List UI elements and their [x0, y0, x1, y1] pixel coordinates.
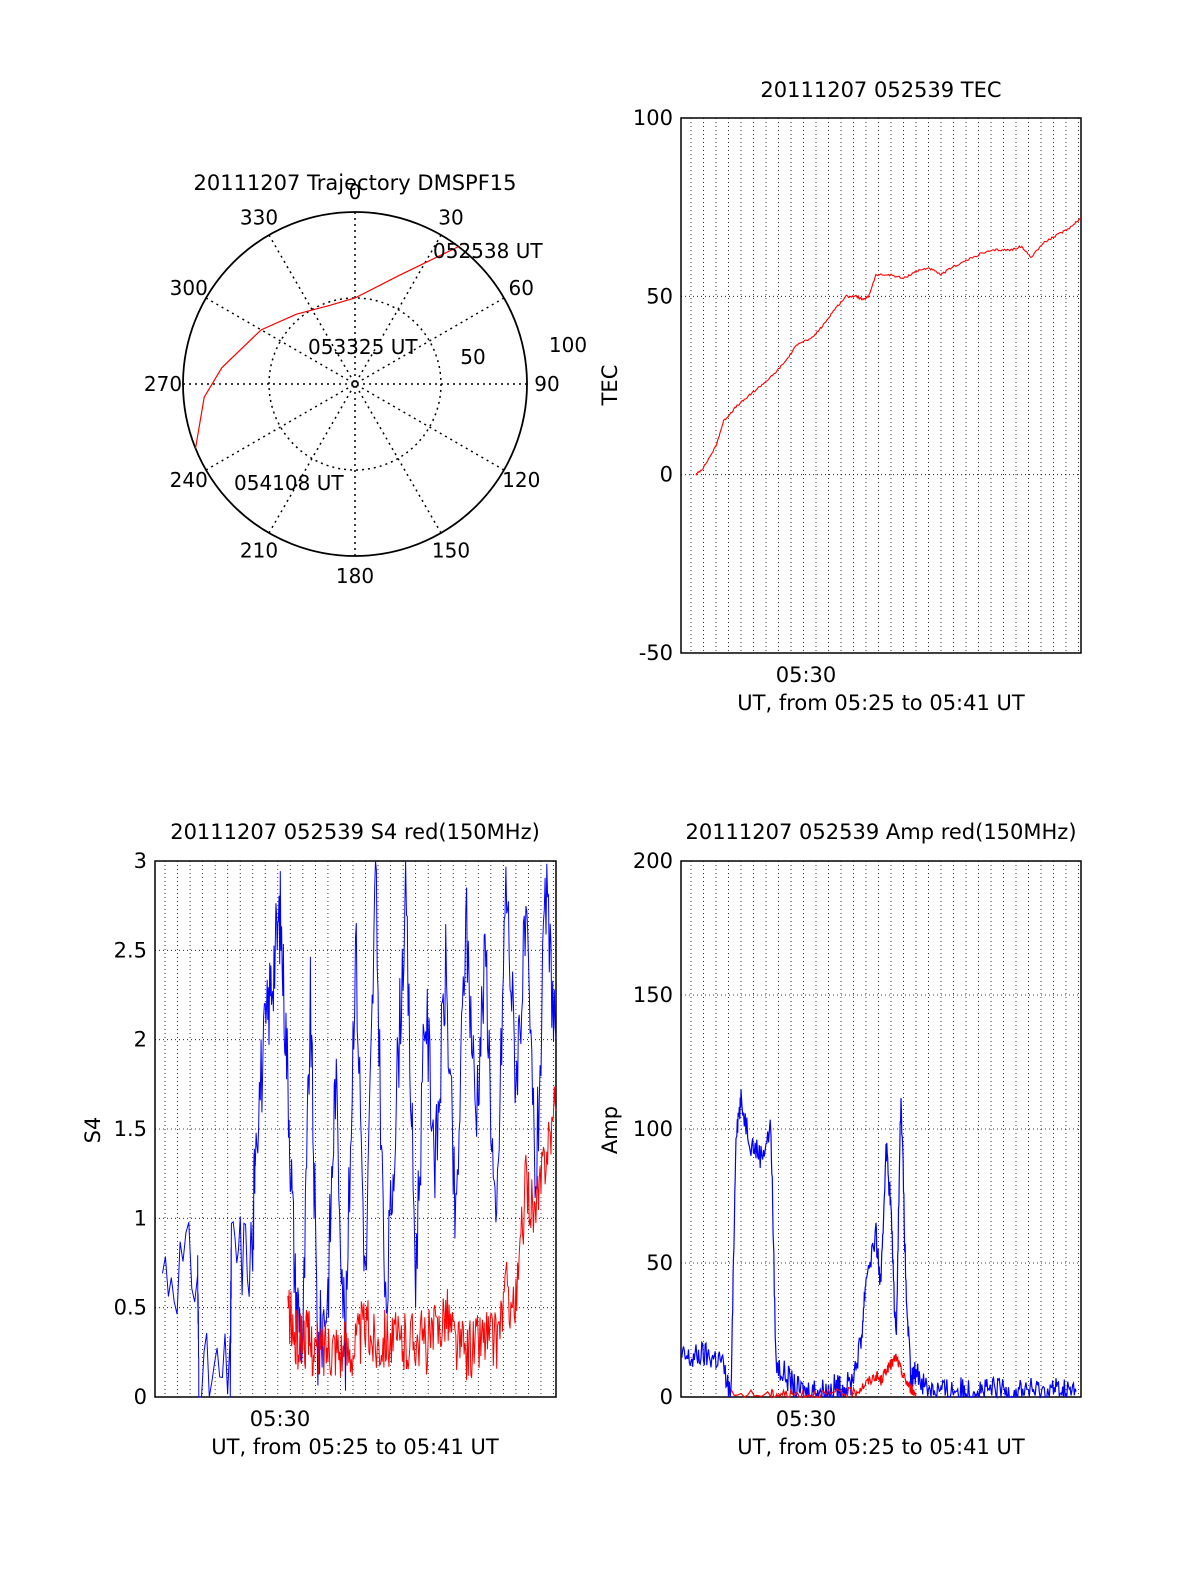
polar-angle-labels: 0 30 60 90 120 150 180 210 240 270 300 330	[144, 180, 560, 588]
y-tick-label: 0	[134, 1385, 147, 1409]
plot-frame	[154, 860, 557, 1398]
polar-angle-label: 330	[240, 206, 278, 230]
y-tick-label: 3	[134, 849, 147, 873]
series-line	[162, 860, 557, 1398]
polar-angle-label: 90	[534, 372, 559, 396]
amp-title: 20111207 052539 Amp red(150MHz)	[685, 820, 1076, 844]
s4-xlabel: UT, from 05:25 to 05:41 UT	[211, 1435, 499, 1459]
tec-xlabel: UT, from 05:25 to 05:41 UT	[737, 691, 1025, 715]
polar-angle-label: 300	[170, 276, 208, 300]
s4-plot: 20111207 052539 S4 red(150MHz) 0 0.5 1 1.5 2…	[81, 820, 557, 1459]
amp-ylabel: Amp	[598, 1106, 622, 1154]
y-tick-label: 150	[633, 983, 673, 1007]
polar-angle-label: 180	[336, 564, 374, 588]
amp-axes: 0 50 100 150 200	[633, 849, 1082, 1409]
amp-series	[680, 1089, 1077, 1400]
plot-frame	[680, 117, 1082, 654]
polar-angle-label: 270	[144, 372, 182, 396]
y-tick-label: 1.5	[114, 1117, 147, 1141]
series-line	[287, 1086, 557, 1381]
trajectory-start-annotation: 052538 UT	[433, 239, 543, 263]
series-line	[730, 1353, 917, 1399]
s4-series	[162, 860, 557, 1398]
trajectory-title: 20111207 Trajectory DMSPF15	[193, 171, 516, 195]
y-tick-label: -50	[639, 641, 673, 665]
s4-ylabel: S4	[81, 1117, 105, 1144]
polar-radius-label-100: 100	[549, 333, 587, 357]
series-line	[680, 1089, 1077, 1400]
tec-xtick-label: 05:30	[776, 663, 837, 687]
y-tick-label: 1	[134, 1206, 147, 1230]
y-tick-label: 2	[134, 1028, 147, 1052]
y-tick-label: 100	[633, 1117, 673, 1141]
amp-xlabel: UT, from 05:25 to 05:41 UT	[737, 1435, 1025, 1459]
polar-angle-label: 60	[509, 276, 534, 300]
y-tick-label: 100	[633, 106, 673, 130]
polar-grid	[182, 211, 528, 557]
tec-series	[695, 217, 1082, 476]
tec-plot: 20111207 052539 TEC -50 0 50 100 05:30 UT, …	[598, 78, 1082, 715]
polar-radius-label-50: 50	[460, 345, 485, 369]
y-tick-label: 0	[660, 1385, 673, 1409]
polar-angle-label: 120	[502, 468, 540, 492]
s4-axes: 0 0.5 1 1.5 2 2.5 3	[114, 849, 557, 1409]
y-tick-label: 2.5	[114, 938, 147, 962]
amp-xtick-label: 05:30	[776, 1407, 837, 1431]
y-tick-label: 50	[646, 284, 673, 308]
tec-title: 20111207 052539 TEC	[760, 78, 1001, 102]
polar-angle-label: 30	[438, 206, 463, 230]
trajectory-track	[194, 246, 459, 449]
trajectory-end-annotation: 054108 UT	[234, 471, 344, 495]
y-tick-label: 200	[633, 849, 673, 873]
s4-xtick-label: 05:30	[250, 1407, 311, 1431]
series-line	[695, 217, 1082, 476]
polar-angle-label: 150	[432, 538, 470, 562]
polar-angle-label: 240	[170, 468, 208, 492]
y-tick-label: 0	[660, 463, 673, 487]
tec-axes: -50 0 50 100	[633, 106, 1082, 665]
trajectory-mid-annotation: 053325 UT	[308, 335, 418, 359]
polar-angle-label: 210	[240, 538, 278, 562]
amp-plot: 20111207 052539 Amp red(150MHz) 0 50 100 15…	[598, 820, 1082, 1459]
polar-angle-label: 0	[349, 180, 362, 204]
plot-frame	[680, 860, 1082, 1398]
s4-title: 20111207 052539 S4 red(150MHz)	[170, 820, 540, 844]
trajectory-plot: 20111207 Trajectory DMSPF15 0 30 60 90 120 15…	[144, 171, 587, 588]
y-tick-label: 0.5	[114, 1296, 147, 1320]
tec-ylabel: TEC	[598, 365, 622, 407]
y-tick-label: 50	[646, 1251, 673, 1275]
